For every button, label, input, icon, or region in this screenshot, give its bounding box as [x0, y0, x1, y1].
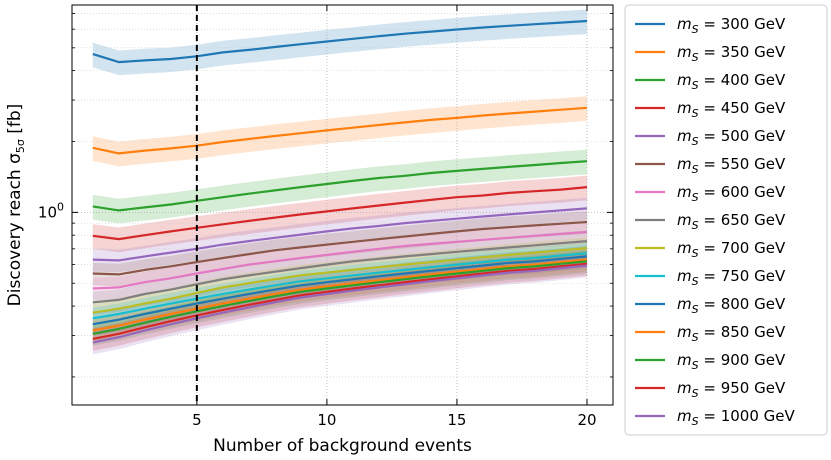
- x-tick-label: 5: [192, 411, 202, 429]
- series-line-5: [92, 220, 588, 276]
- legend-label-9: mS = 750 GeV: [677, 267, 786, 288]
- series-line-3: [92, 186, 588, 241]
- band-14: [92, 254, 588, 355]
- legend-label-10: mS = 800 GeV: [677, 295, 786, 316]
- legend-label-4: mS = 500 GeV: [677, 127, 786, 148]
- band-0: [92, 9, 588, 76]
- band-12: [92, 250, 588, 346]
- x-tick-label: 15: [447, 411, 466, 429]
- y-axis-label-subscript: 5σ: [14, 139, 27, 153]
- series-line-9: [92, 252, 588, 320]
- x-axis-label: Number of background events: [213, 436, 472, 456]
- y-axis-label-unit: [fb]: [5, 104, 25, 139]
- legend-label-3: mS = 450 GeV: [677, 99, 786, 120]
- y-tick-label: 100: [38, 200, 64, 221]
- x-tick-label: 10: [317, 411, 336, 429]
- band-1: [92, 96, 588, 167]
- legend-label-5: mS = 550 GeV: [677, 155, 786, 176]
- legend-label-14: mS = 1000 GeV: [677, 407, 796, 428]
- legend-label-7: mS = 650 GeV: [677, 211, 786, 232]
- series-line-6: [92, 230, 588, 290]
- series-line-11: [92, 258, 588, 332]
- series-line-10: [92, 255, 588, 326]
- axis-ticks: 5 10 15 20 100: [38, 5, 613, 429]
- series-line-13: [92, 262, 588, 340]
- series-lines: [92, 19, 588, 344]
- band-3: [92, 175, 588, 253]
- series-line-1: [92, 106, 588, 155]
- band-2: [92, 149, 588, 224]
- series-line-12: [92, 260, 588, 335]
- series-line-2: [92, 160, 588, 212]
- legend-label-8: mS = 700 GeV: [677, 239, 786, 260]
- legend-label-6: mS = 600 GeV: [677, 183, 786, 204]
- plot-frame: [71, 4, 614, 406]
- series-line-14: [92, 264, 588, 344]
- x-tick-label: 20: [577, 411, 596, 429]
- legend-label-0: mS = 300 GeV: [677, 15, 786, 36]
- legend-label-12: mS = 900 GeV: [677, 351, 786, 372]
- legend-label-11: mS = 850 GeV: [677, 323, 786, 344]
- series-line-8: [92, 247, 588, 314]
- series-line-0: [92, 19, 588, 64]
- series-line-4: [92, 207, 588, 262]
- legend-label-13: mS = 950 GeV: [677, 379, 786, 400]
- y-axis-label-main: Discovery reach σ: [5, 153, 25, 306]
- y-axis-label: Discovery reach σ5σ [fb]: [5, 104, 27, 307]
- series-line-7: [92, 240, 588, 304]
- legend: mS = 300 GeV mS = 350 GeV mS = 400 GeV mS =…: [624, 4, 828, 436]
- legend-box: [624, 4, 828, 436]
- legend-label-2: mS = 400 GeV: [677, 71, 786, 92]
- legend-label-1: mS = 350 GeV: [677, 43, 786, 64]
